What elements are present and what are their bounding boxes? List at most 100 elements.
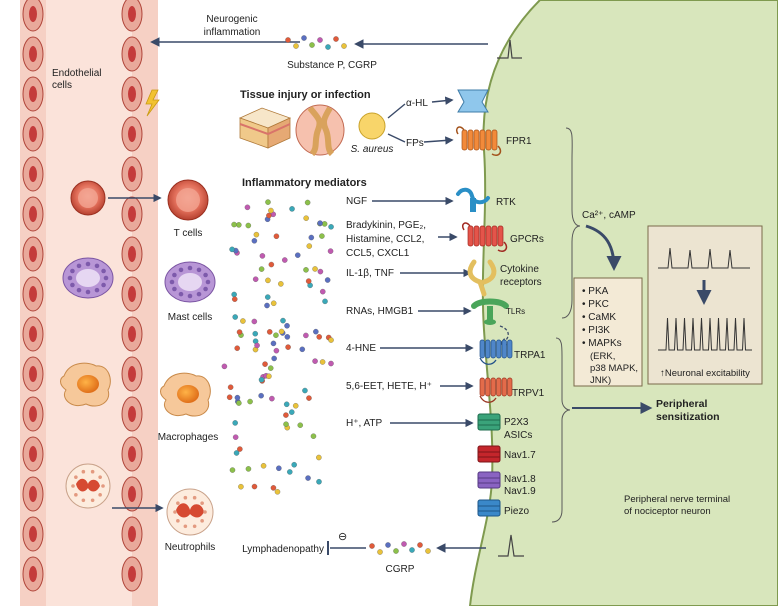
mast-cell: [164, 261, 216, 303]
nerve-terminal-label-1: Peripheral nerve terminal: [624, 494, 730, 505]
gpcr-ligands-label-2: Histamine, CCL2,: [346, 234, 424, 245]
substance-p-label: Substance P, CGRP: [287, 60, 377, 71]
mapk-sub-item: (ERK,: [590, 351, 615, 362]
top-spike-icon: [497, 39, 522, 59]
cgrp-particles: [369, 541, 431, 555]
neutrophils-label: Neutrophils: [165, 542, 216, 553]
il1b-tnf-label: IL-1β, TNF: [346, 268, 394, 279]
receptor-brace-bottom: [551, 337, 571, 523]
baseline-firing-trace: [658, 247, 750, 269]
gpcr-receptor-icon: [461, 222, 508, 253]
endothelial-wall-right: [121, 0, 143, 592]
nav17-channel-icon: [477, 445, 501, 463]
piezo-label: Piezo: [504, 506, 529, 517]
ca-camp-arrow: [585, 224, 622, 271]
neurogenic-label-2: inflammation: [204, 27, 261, 38]
tlr-to-trpa1-dashed-arrow: [498, 325, 509, 346]
neutrophil-in-vessel: [65, 463, 111, 509]
rtk-receptor-icon: [456, 187, 490, 212]
bottom-spike-icon: [498, 534, 524, 557]
mapk-sub-item: p38 MAPK,: [590, 363, 638, 374]
fpr1-receptor-icon: [455, 126, 502, 157]
blood-vessel: [20, 0, 160, 606]
substance-p-particles: [285, 35, 347, 50]
endothelial-wall-left: [22, 0, 44, 592]
kinase-box: [573, 277, 643, 387]
tlr-receptor-icon: [471, 298, 509, 325]
inhibit-sign-icon: ⊖: [338, 531, 347, 543]
gpcrs-label: GPCRs: [510, 234, 544, 245]
endothelial-label-1: Endothelial: [52, 68, 101, 79]
neurogenic-label-1: Neurogenic: [206, 14, 257, 25]
kinase-item: • CaMK: [582, 312, 616, 323]
kinase-item: • PKA: [582, 286, 609, 297]
mapk-sub-item: JNK): [590, 375, 611, 386]
lightning-icon: [145, 89, 160, 117]
eet-label: 5,6-EET, HETE, H⁺: [346, 381, 432, 392]
peripheral-sensitization-label-1: Peripheral: [656, 398, 707, 410]
kinase-item: • PKC: [582, 299, 609, 310]
gpcr-ligands-label-1: Bradykinin, PGE₂,: [346, 220, 426, 231]
fps-arrow: [423, 136, 454, 145]
cytokine-receptor-icon: [467, 259, 497, 297]
macrophage: [160, 372, 211, 417]
endothelial-label-2: cells: [52, 80, 72, 91]
alpha-hl-pore-icon: [457, 89, 489, 113]
fps-label: FPs: [406, 138, 424, 149]
alpha-hl-arrow-in: [387, 103, 406, 119]
tlrs-label: TLRs: [506, 307, 525, 316]
nerve-terminal-label-2: of nociceptor neuron: [624, 506, 711, 517]
nav18-19-channel-icon: [477, 471, 501, 489]
lymphadenopathy-label: Lymphadenopathy: [242, 544, 324, 555]
rtk-label: RTK: [496, 197, 516, 208]
neuronal-excitability-label: ↑Neuronal excitability: [660, 368, 750, 379]
inflammatory-mediators-title: Inflammatory mediators: [242, 177, 367, 189]
kinase-list: • PKA • PKC • CaMK • PI3K • MAPKs (ERK,p38 MA…: [582, 286, 638, 386]
gpcr-ligands-label-3: CCL5, CXCL1: [346, 248, 410, 259]
kinase-item: • MAPKs: [582, 338, 622, 349]
h-atp-label: H⁺, ATP: [346, 418, 383, 429]
trpa1-label: TRPA1: [514, 350, 546, 361]
trpv1-channel-icon: [479, 377, 513, 403]
macrophages-label: Macrophages: [158, 432, 219, 443]
mast-cells-label: Mast cells: [168, 312, 212, 323]
mediator-particles: [221, 199, 334, 495]
s-aureus-icon: [358, 112, 386, 140]
kinase-item: • PI3K: [582, 325, 610, 336]
macrophage-in-vessel: [60, 362, 111, 407]
cytokine-receptors-label-1: Cytokine: [500, 264, 539, 275]
hne-label: 4-HNE: [346, 343, 376, 354]
cgrp-label: CGRP: [386, 564, 415, 575]
ca-camp-label: Ca²⁺, cAMP: [582, 210, 636, 221]
t-cell-in-vessel: [70, 180, 106, 216]
t-cell: [167, 179, 209, 221]
piezo-channel-icon: [477, 499, 501, 517]
trpv1-label: TRPV1: [512, 388, 545, 399]
rnas-hmgb1-label: RNAs, HMGB1: [346, 306, 414, 317]
excitability-box: [647, 225, 763, 385]
peripheral-sensitization-label-2: sensitization: [656, 411, 720, 423]
s-aureus-label: S. aureus: [351, 144, 394, 155]
alpha-hl-arrow: [431, 96, 454, 105]
neutrophil: [166, 488, 214, 536]
nav19-label: Nav1.9: [504, 486, 536, 497]
t-cells-label: T cells: [174, 228, 203, 239]
asics-label: ASICs: [504, 430, 532, 441]
skin-block-icon: [238, 107, 292, 149]
mast-cell-in-vessel: [62, 257, 114, 299]
sensitized-firing-trace: [658, 317, 752, 351]
fps-arrow-in: [387, 133, 406, 143]
alpha-hl-label: α-HL: [406, 98, 428, 109]
tissue-injury-title: Tissue injury or infection: [240, 89, 371, 101]
cytokine-receptors-label-2: receptors: [500, 277, 542, 288]
nav18-label: Nav1.8: [504, 474, 536, 485]
p2x3-asics-channel-icon: [477, 413, 501, 431]
nav17-label: Nav1.7: [504, 450, 536, 461]
trpa1-channel-icon: [479, 339, 513, 365]
ngf-label: NGF: [346, 196, 367, 207]
receptor-brace-top: [561, 127, 581, 319]
p2x3-label: P2X3: [504, 417, 529, 428]
joint-icon: [295, 104, 345, 157]
fpr1-label: FPR1: [506, 136, 532, 147]
